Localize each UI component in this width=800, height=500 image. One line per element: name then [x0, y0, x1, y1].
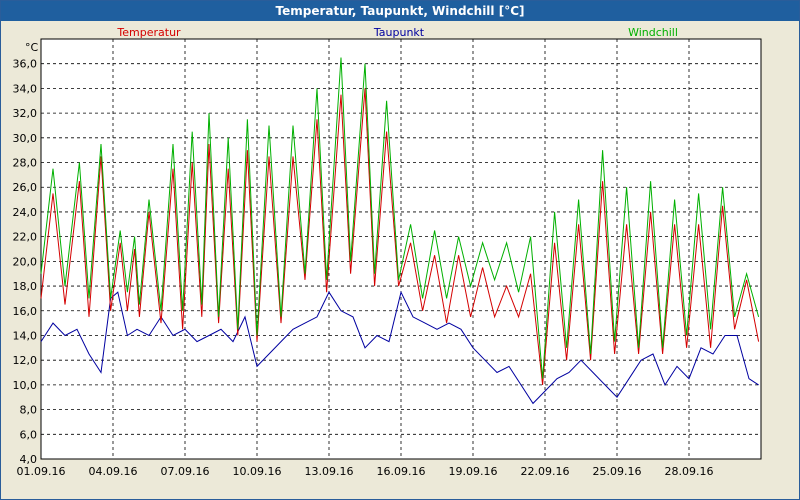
y-axis-ticks: 4,0 6,0 8,0 10,0 12,0 14,0 16,0 18,0 20,0 22,0 24,…: [13, 58, 38, 466]
x-tick-label: 28.09.16: [665, 465, 714, 478]
windchill-line: [40, 57, 760, 379]
series-lines: [40, 57, 760, 405]
x-tick-label: 25.09.16: [593, 465, 642, 478]
y-axis-unit-label: °C: [25, 41, 39, 54]
y-tick-label: 36,0: [13, 58, 38, 71]
x-tick-label: 04.09.16: [89, 465, 138, 478]
x-tick-label: 13.09.16: [305, 465, 354, 478]
temperatur-line: [40, 88, 760, 385]
y-tick-label: 22,0: [13, 231, 38, 244]
y-tick-label: 32,0: [13, 107, 38, 120]
y-tick-label: 26,0: [13, 181, 38, 194]
y-tick-label: 18,0: [13, 280, 38, 293]
taupunkt-line: [40, 290, 759, 405]
x-tick-label: 01.09.16: [17, 465, 66, 478]
x-tick-label: 10.09.16: [233, 465, 282, 478]
legend-temperatur: Temperatur: [116, 26, 181, 39]
y-tick-label: 12,0: [13, 354, 38, 367]
y-tick-label: 6,0: [20, 428, 38, 441]
x-tick-label: 07.09.16: [161, 465, 210, 478]
x-tick-label: 22.09.16: [521, 465, 570, 478]
chart: 4,0 6,0 8,0 10,0 12,0 14,0 16,0 18,0 20,0 22,0 24,…: [13, 26, 762, 478]
window-title: Temperatur, Taupunkt, Windchill [°C]: [1, 1, 799, 21]
y-tick-label: 24,0: [13, 206, 38, 219]
x-tick-label: 19.09.16: [449, 465, 498, 478]
y-tick-label: 14,0: [13, 329, 38, 342]
legend-windchill: Windchill: [628, 26, 678, 39]
y-tick-label: 8,0: [20, 404, 38, 417]
legend-taupunkt: Taupunkt: [373, 26, 425, 39]
x-tick-label: 16.09.16: [377, 465, 426, 478]
x-axis-ticks: 01.09.16 04.09.16 07.09.16 10.09.16 13.09.16…: [17, 465, 714, 478]
y-tick-label: 28,0: [13, 157, 38, 170]
y-tick-label: 4,0: [20, 453, 38, 466]
y-tick-label: 30,0: [13, 132, 38, 145]
y-tick-label: 20,0: [13, 255, 38, 268]
y-tick-label: 10,0: [13, 379, 38, 392]
y-tick-label: 34,0: [13, 82, 38, 95]
y-tick-label: 16,0: [13, 305, 38, 318]
